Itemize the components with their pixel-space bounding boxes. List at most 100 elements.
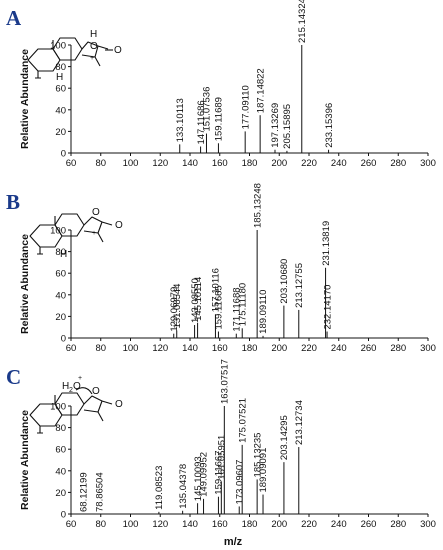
x-tick-label: 200 — [271, 519, 287, 530]
struct-c-charge: + — [78, 375, 82, 382]
x-tick-label: 120 — [152, 158, 168, 169]
x-tick-label: 300 — [420, 158, 436, 169]
x-tick-label: 140 — [182, 519, 198, 530]
struct-c-atom-o-ring: O — [92, 386, 100, 397]
x-tick-label: 220 — [301, 343, 317, 354]
peak-label: 159.11667 — [214, 451, 225, 495]
struct-a-atom-o-ring: O — [90, 41, 98, 52]
peak-label: 203.10680 — [279, 259, 290, 304]
peak-label: 163.07517 — [220, 359, 231, 404]
peak-label: 119.08523 — [154, 466, 165, 510]
structure-a: H O + O H — [27, 29, 122, 83]
peak-label: 185.13235 — [252, 433, 263, 478]
x-tick-label: 80 — [95, 158, 106, 169]
peak-label: 175.11180 — [237, 283, 248, 327]
y-tick-label: 40 — [55, 466, 66, 477]
peak-label: 135.04378 — [178, 464, 189, 509]
x-tick-label: 260 — [361, 158, 377, 169]
x-tick-label: 180 — [242, 158, 258, 169]
y-tick-label: 20 — [55, 312, 66, 323]
peak-label: 231.13819 — [321, 221, 332, 266]
struct-b-atom-o-ring: O — [92, 207, 100, 218]
y-tick-label: 20 — [55, 488, 66, 499]
x-tick-label: 100 — [123, 519, 139, 530]
peak-label: 189.09091 — [258, 448, 269, 493]
x-tick-label: 200 — [271, 343, 287, 354]
y-tick-label: 60 — [55, 445, 66, 456]
peak-label: 171.11688 — [231, 287, 242, 331]
struct-c-atom-o-carbonyl: O — [115, 399, 123, 410]
peak-label: 232.14170 — [322, 285, 333, 330]
peak-label: 151.07536 — [202, 87, 213, 132]
x-tick-label: 240 — [331, 343, 347, 354]
spectrum-panel-a: 0 20 40 60 80 100 60 80 100 120 140 160 180 200 220 240… — [19, 0, 436, 169]
peak-label: 147.11686 — [196, 100, 207, 144]
x-axis-label: m/z — [224, 536, 243, 548]
peak-label: 175.07521 — [237, 398, 248, 443]
y-tick-label: 20 — [55, 127, 66, 138]
x-tick-label: 280 — [390, 519, 406, 530]
x-tick-label: 160 — [212, 343, 228, 354]
x-tick-label: 60 — [66, 519, 77, 530]
peak-label: 189.09110 — [258, 290, 269, 334]
peak-label: 145.10114 — [193, 277, 204, 321]
peak-label: 215.14324 — [297, 0, 308, 43]
y-axis-label: Relative Abundance — [19, 49, 31, 149]
x-tick-label: 180 — [242, 519, 258, 530]
x-tick-label: 260 — [361, 343, 377, 354]
x-tick-label: 60 — [66, 158, 77, 169]
peak-label: 133.10113 — [175, 98, 186, 142]
struct-a-atom-o-carbonyl: O — [114, 45, 122, 56]
peak-label: 157.10116 — [211, 268, 222, 312]
x-tick-label: 280 — [390, 158, 406, 169]
y-axis-label: Relative Abundance — [19, 234, 31, 334]
peak-label: 78.86504 — [94, 472, 105, 512]
peak-label: 185.13248 — [252, 183, 263, 228]
x-tick-label: 300 — [420, 519, 436, 530]
x-tick-label: 80 — [95, 343, 106, 354]
x-tick-label: 220 — [301, 158, 317, 169]
peak-label: 213.12734 — [294, 400, 305, 445]
peak-label: 129.06979 — [169, 287, 180, 332]
structure-c: H 2 O + O O — [29, 375, 123, 434]
struct-a-atom-h-top: H — [90, 29, 97, 40]
peak-label: 161.05951 — [217, 435, 228, 480]
y-tick-label: 0 — [61, 334, 66, 345]
x-tick-label: 60 — [66, 343, 77, 354]
struct-b-charge: + — [92, 230, 96, 237]
peak-label: 149.09952 — [199, 452, 210, 497]
y-tick-label: 80 — [55, 423, 66, 434]
peak-label: 68.12199 — [78, 472, 89, 512]
panel-letter-b: B — [6, 190, 20, 214]
y-tick-label: 40 — [55, 290, 66, 301]
y-axis-label: Relative Abundance — [19, 410, 31, 510]
y-tick-label: 60 — [55, 269, 66, 280]
peak-label: 233.15396 — [324, 103, 335, 148]
struct-c-atom-h: H — [62, 381, 69, 392]
x-tick-label: 240 — [331, 519, 347, 530]
peak-label: 159.11689 — [214, 97, 225, 141]
peak-label: 197.13269 — [270, 103, 281, 148]
struct-c-subscript: 2 — [69, 387, 73, 394]
y-tick-label: 100 — [50, 41, 66, 52]
peak-label: 145.10093 — [193, 456, 204, 501]
peak-label: 143.08550 — [190, 278, 201, 323]
x-tick-label: 220 — [301, 519, 317, 530]
y-tick-label: 40 — [55, 105, 66, 116]
x-tick-label: 240 — [331, 158, 347, 169]
y-tick-label: 80 — [55, 62, 66, 73]
panel-letter-a: A — [6, 6, 22, 30]
y-tick-label: 100 — [50, 226, 66, 237]
x-tick-label: 140 — [182, 343, 198, 354]
peak-label: 213.12755 — [294, 263, 305, 308]
x-tick-label: 120 — [152, 519, 168, 530]
x-tick-label: 280 — [390, 343, 406, 354]
x-tick-label: 160 — [212, 519, 228, 530]
x-tick-label: 180 — [242, 343, 258, 354]
y-tick-label: 80 — [55, 247, 66, 258]
spectrum-panel-c: 0 20 40 60 80 100 60 80 100 120 140 160 180 200 220 240… — [19, 359, 436, 530]
y-tick-label: 100 — [50, 402, 66, 413]
x-tick-label: 80 — [95, 519, 106, 530]
struct-a-charge: + — [90, 55, 94, 62]
